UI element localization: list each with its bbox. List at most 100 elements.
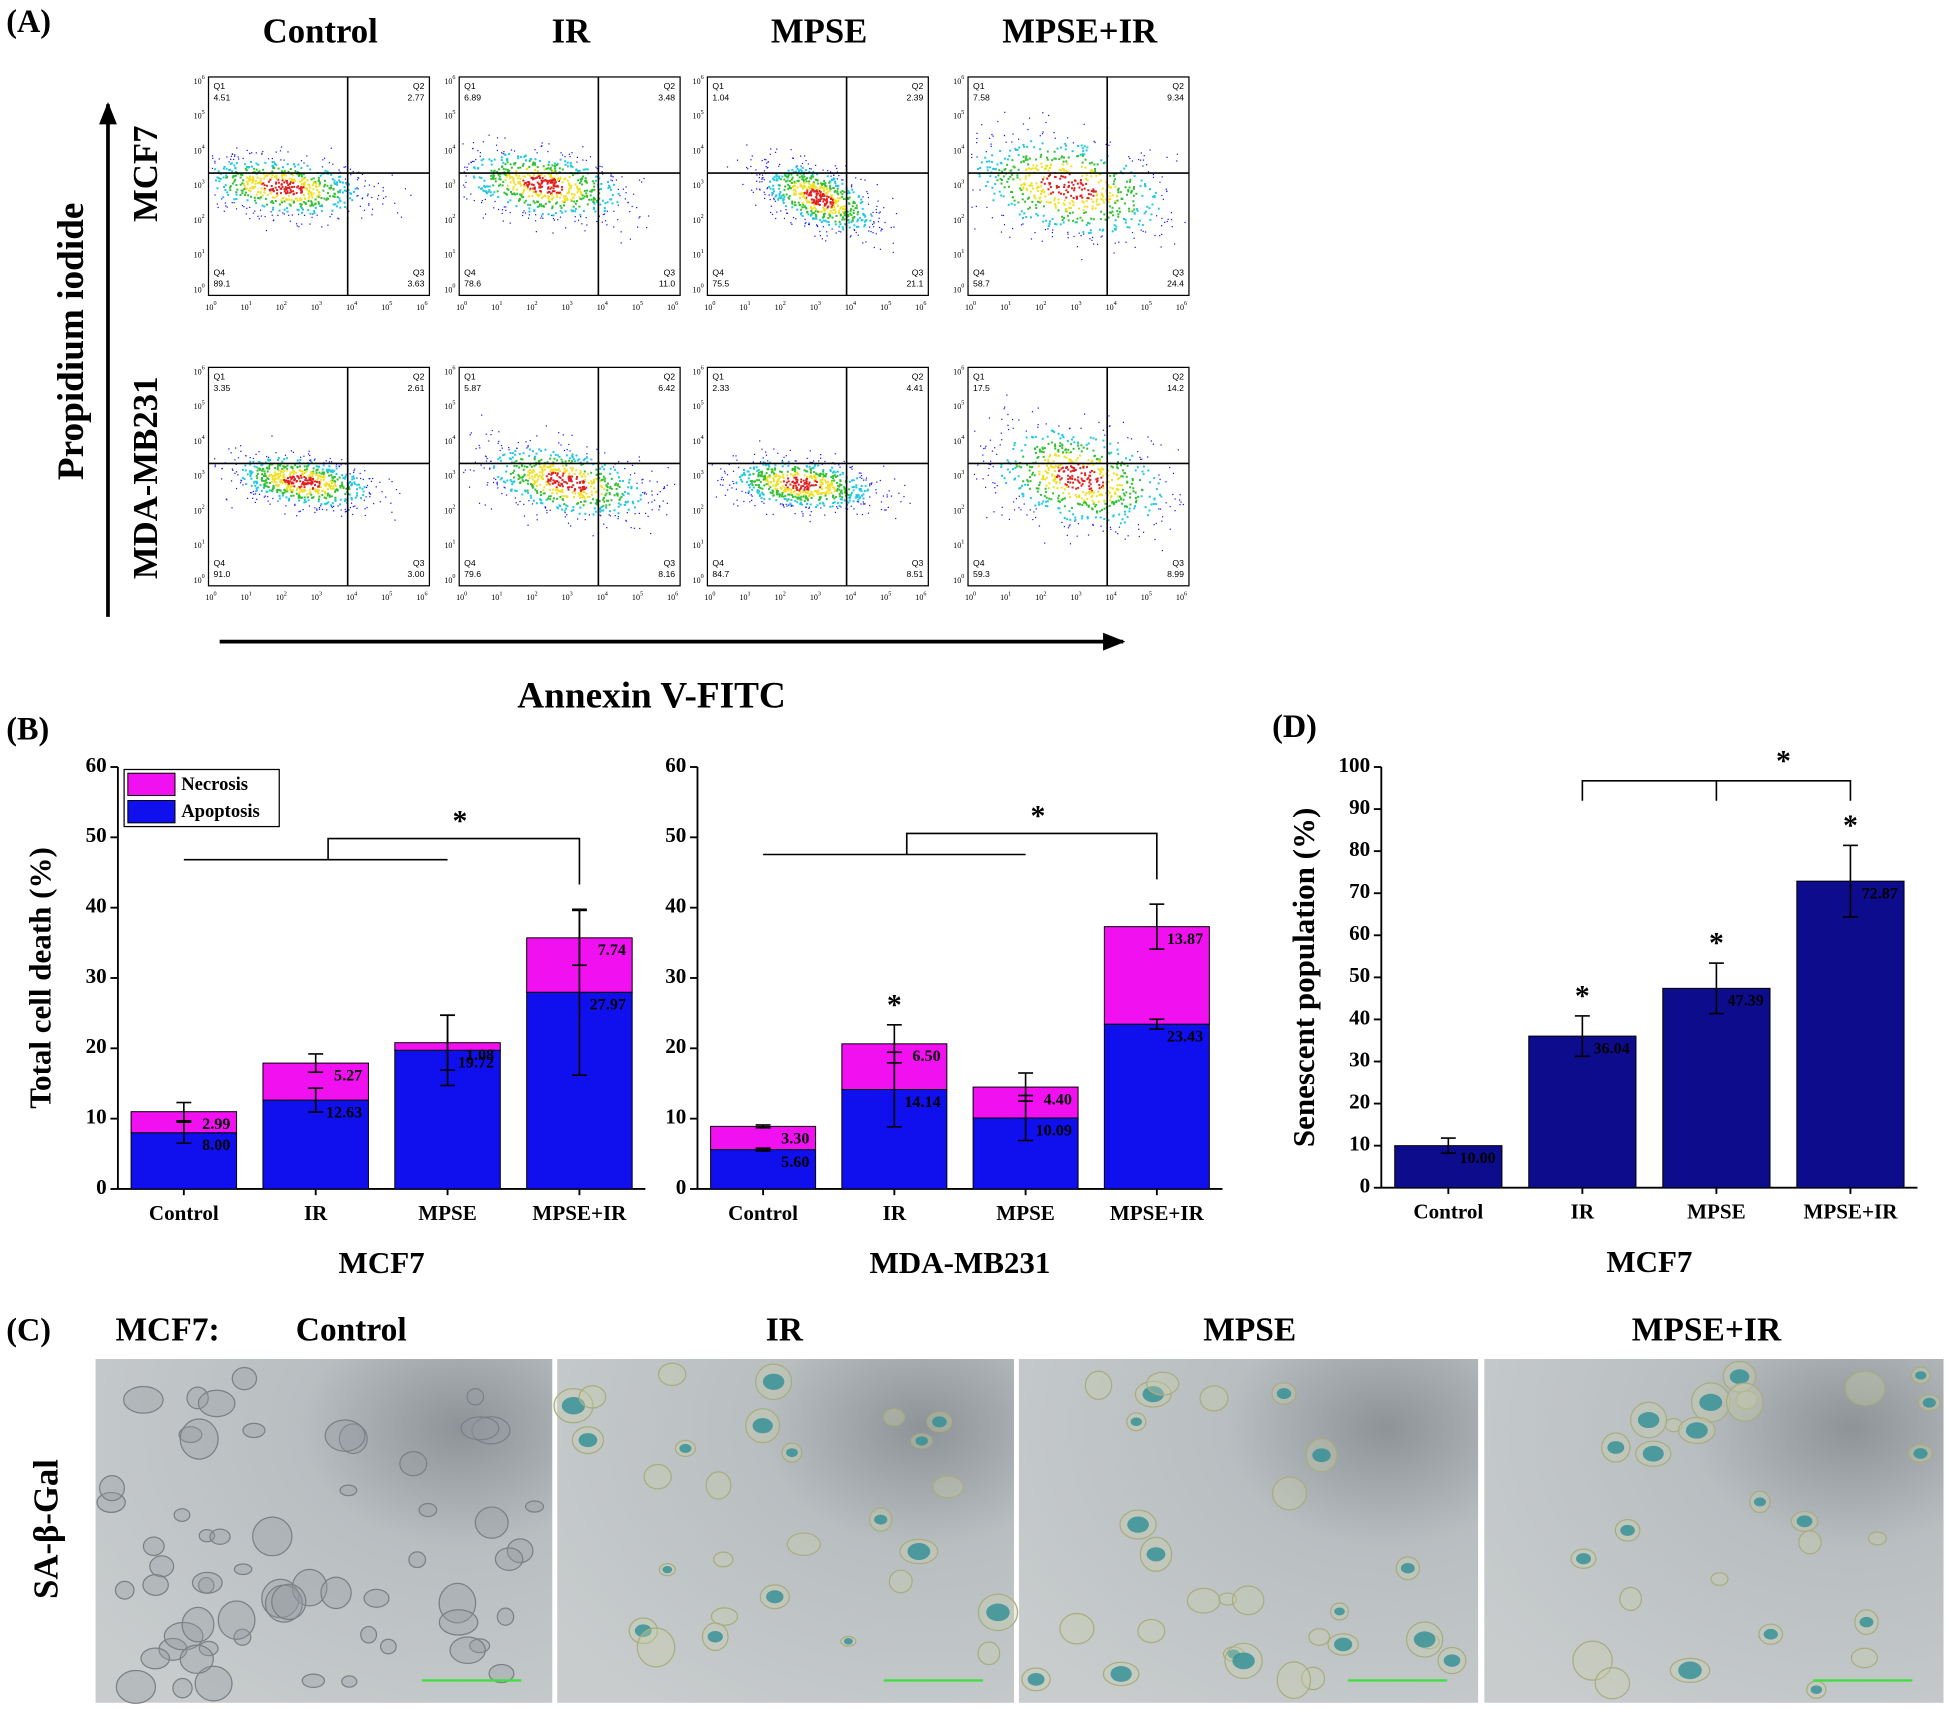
cell-dot	[317, 491, 320, 494]
cell-dot	[253, 480, 256, 483]
cell-dot	[602, 173, 604, 175]
cell-dot	[783, 178, 786, 181]
cell-dot	[283, 159, 285, 161]
cell-dot	[281, 179, 284, 182]
cell-dot	[212, 157, 214, 159]
cell-dot	[1065, 209, 1068, 212]
cell-dot	[1040, 181, 1043, 184]
cell-dot	[490, 177, 493, 180]
cell-dot	[769, 187, 772, 190]
cell-dot	[226, 156, 228, 158]
cell-dot	[385, 496, 387, 498]
cell-dot	[598, 177, 601, 180]
cell-dot	[274, 163, 277, 165]
cell-dot	[1092, 200, 1095, 203]
cell-dot	[263, 184, 266, 187]
cell-dot	[547, 150, 549, 153]
cell-dot	[797, 473, 800, 476]
cell-dot	[505, 494, 508, 496]
cell-dot	[812, 475, 815, 478]
cell-dot	[249, 474, 252, 477]
cell-dot	[574, 207, 577, 210]
flow-tick-label: 105	[381, 301, 392, 312]
cell-dot	[821, 487, 824, 490]
cell-dot	[367, 193, 369, 195]
cell-dot	[1062, 168, 1065, 171]
cell-dot	[1114, 185, 1117, 188]
cell-dot	[366, 195, 369, 197]
cell-dot	[593, 482, 595, 485]
tick-base: 10	[194, 402, 202, 411]
cell-dot	[563, 204, 566, 207]
cell-dot	[328, 474, 331, 477]
cell-dot	[798, 467, 801, 470]
tick-base: 10	[693, 146, 701, 155]
cell-dot	[275, 195, 278, 198]
cell-dot	[526, 489, 529, 492]
cell-dot	[316, 488, 319, 491]
flow-tick-label: 100	[704, 301, 715, 312]
cell-dot	[528, 181, 531, 184]
cell-dot	[270, 480, 273, 483]
tick-base: 10	[205, 593, 213, 602]
cell-dot	[610, 499, 613, 502]
cell-dot	[482, 141, 484, 143]
cell-dot	[578, 196, 581, 199]
cell-dot	[978, 173, 981, 175]
cell-dot	[544, 507, 547, 509]
cell-dot	[790, 178, 793, 181]
cell-dot	[289, 168, 292, 171]
cell-dot	[511, 483, 514, 486]
cell-dot	[214, 466, 216, 468]
cell-dot	[780, 195, 783, 198]
cell-dot	[350, 174, 352, 176]
cell-dot	[605, 506, 608, 509]
cell-dot	[814, 210, 817, 213]
cell-dot	[796, 165, 798, 167]
cell-dot	[356, 187, 358, 189]
cell-dot	[802, 173, 805, 176]
cell-dot	[481, 163, 484, 166]
cell-dot	[288, 483, 291, 486]
cell-dot	[350, 498, 353, 501]
cell-dot	[277, 464, 280, 467]
quadrant-name: Q3	[413, 267, 425, 277]
cell-dot	[841, 226, 844, 229]
cell-dot	[1022, 216, 1025, 219]
tick-base: 10	[667, 593, 675, 602]
cell-dot	[586, 203, 589, 206]
cell-dot	[590, 458, 593, 461]
cell-dot	[799, 501, 802, 504]
cell-dot	[284, 186, 287, 189]
cell-dot	[603, 500, 606, 503]
cell-dot	[526, 187, 529, 190]
cell-dot	[1114, 200, 1117, 203]
cell-dot	[773, 176, 776, 179]
flow-tick-label: 101	[491, 591, 502, 602]
cell-dot	[771, 194, 773, 196]
cell-dot	[274, 477, 277, 480]
cell-dot	[286, 163, 289, 166]
quadrant-value: 3.00	[408, 569, 425, 579]
cell-dot	[325, 482, 328, 485]
cell-dot	[806, 470, 809, 473]
cell-dot	[819, 191, 822, 194]
cell-dot	[746, 144, 748, 146]
cell-dot	[1006, 180, 1009, 183]
cell-dot	[561, 181, 564, 184]
cell-dot	[218, 177, 220, 180]
cell-dot	[613, 494, 616, 497]
cell-dot	[282, 196, 285, 199]
cell-dot	[1116, 199, 1119, 202]
column-header: Control	[263, 12, 379, 51]
cell-dot	[512, 188, 515, 191]
cell-dot	[299, 488, 302, 491]
cell-dot	[339, 175, 342, 178]
cell-dot	[323, 496, 326, 499]
cell-dot	[354, 187, 357, 190]
cell-dot	[571, 491, 574, 494]
cell-dot	[326, 471, 329, 474]
cell-dot	[855, 486, 858, 489]
cell-dot	[838, 225, 841, 228]
cell-dot	[1087, 232, 1090, 235]
